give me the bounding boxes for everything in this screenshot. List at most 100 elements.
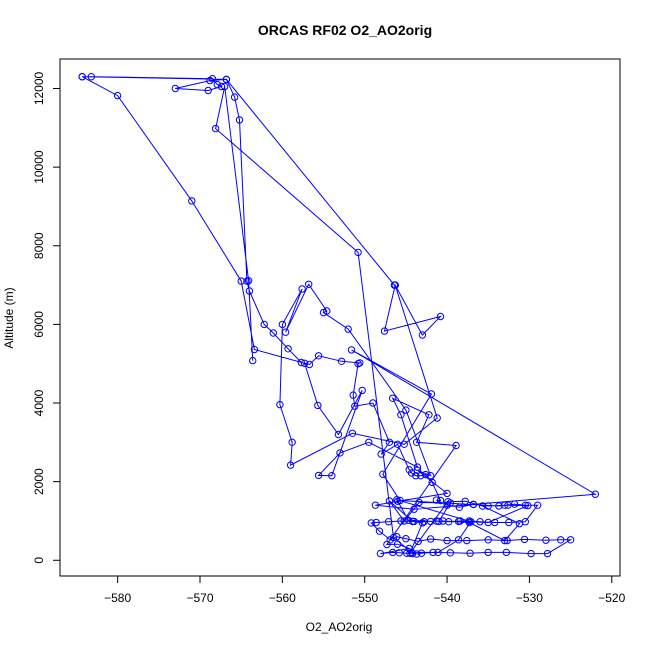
data-point (412, 472, 420, 480)
data-point (260, 320, 268, 329)
data-point (347, 346, 356, 354)
data-point (393, 496, 401, 504)
data-point (414, 537, 422, 546)
data-point (469, 500, 478, 509)
data-point (439, 517, 447, 525)
data-point (221, 82, 229, 91)
data-point (543, 549, 552, 558)
data-point (501, 536, 509, 545)
data-point (402, 535, 410, 543)
x-axis: −580 −570 −560 −550 −540 −530 −520 (104, 575, 626, 605)
data-point (305, 360, 314, 369)
data-point (591, 490, 599, 498)
data-point (354, 360, 362, 368)
data-point (250, 345, 259, 354)
data-point (434, 548, 442, 557)
data-point (426, 535, 435, 543)
data-point (358, 386, 366, 395)
data-point (405, 544, 413, 553)
data-point (444, 498, 452, 506)
data-point (305, 280, 313, 288)
data-point (504, 501, 512, 509)
data-point (244, 277, 253, 285)
data-point (298, 285, 306, 293)
data-point (402, 406, 410, 414)
data-point (369, 399, 377, 407)
data-point (213, 80, 222, 89)
data-point (397, 517, 405, 525)
data-point (393, 533, 401, 541)
data-point (348, 429, 357, 437)
data-point (520, 535, 529, 544)
data-point (428, 478, 436, 487)
data-point (542, 536, 550, 544)
y-tick-label: 2000 (32, 468, 46, 495)
data-point (276, 400, 284, 409)
data-point (375, 527, 384, 535)
series (78, 73, 599, 558)
data-point (171, 84, 180, 93)
data-point (385, 497, 394, 505)
data-point (412, 438, 421, 446)
data-point (365, 438, 373, 446)
data-point (389, 394, 397, 402)
data-point (344, 325, 352, 333)
x-tick-label: −520 (598, 591, 625, 605)
data-point (503, 536, 511, 545)
data-point (454, 517, 463, 526)
data-point (334, 430, 343, 439)
y-tick-label: 10000 (32, 150, 46, 184)
data-point (383, 540, 391, 549)
data-point (235, 116, 244, 124)
data-point (269, 329, 277, 337)
data-point (466, 549, 474, 557)
data-point (484, 518, 492, 527)
data-point (300, 359, 309, 367)
data-point (484, 548, 492, 557)
data-point (408, 517, 417, 526)
data-point (391, 281, 399, 289)
data-point (314, 352, 323, 360)
data-point (417, 472, 425, 480)
data-point (336, 449, 344, 457)
y-axis: 0 2000 4000 6000 8000 10000 12000 (32, 71, 61, 564)
data-point (501, 501, 509, 509)
data-point (461, 497, 469, 505)
data-point (376, 549, 385, 558)
data-point (354, 248, 362, 257)
data-point (297, 358, 305, 367)
data-point (237, 277, 245, 285)
data-point (463, 536, 471, 545)
data-point (454, 536, 463, 544)
data-point (389, 548, 397, 557)
data-point (314, 401, 322, 410)
data-point (230, 93, 239, 101)
x-tick-label: −570 (186, 591, 213, 605)
x-tick-label: −560 (269, 591, 296, 605)
data-point (393, 540, 402, 548)
data-point (566, 536, 575, 544)
data-point (527, 549, 535, 558)
data-point (385, 438, 394, 446)
data-point (435, 517, 443, 526)
x-tick-label: −530 (516, 591, 543, 605)
data-point (426, 517, 435, 526)
data-point (206, 76, 214, 85)
y-axis-label: Altitude (m) (2, 287, 16, 348)
y-tick-label: 12000 (32, 71, 46, 105)
data-point (521, 501, 529, 509)
data-point (524, 501, 532, 510)
data-point (413, 463, 422, 471)
data-point (421, 470, 430, 479)
data-point (217, 82, 226, 91)
data-point (284, 345, 292, 353)
data-point (452, 441, 460, 450)
data-point (351, 402, 359, 410)
data-point (515, 520, 524, 528)
data-point (400, 440, 408, 448)
data-point (337, 357, 346, 365)
data-point (429, 548, 437, 557)
data-point (415, 498, 423, 507)
